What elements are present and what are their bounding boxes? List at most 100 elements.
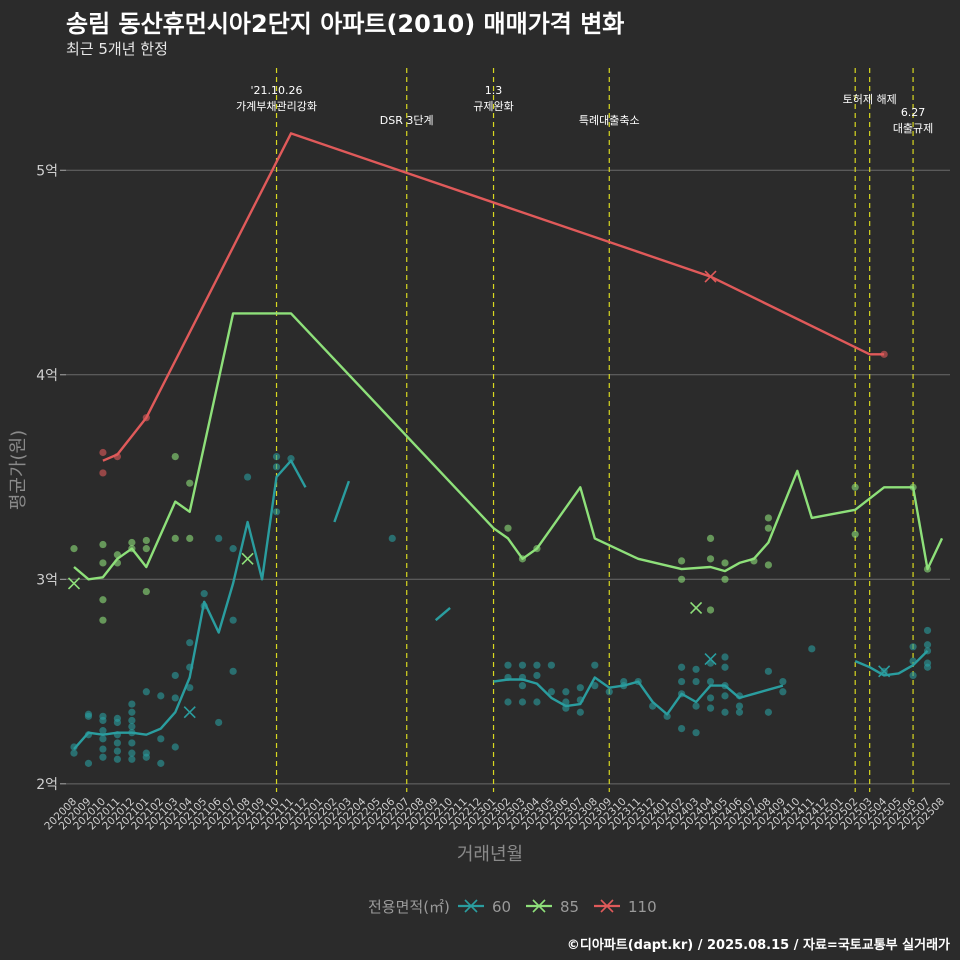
point-60-14 <box>113 739 121 747</box>
point-60-82 <box>692 702 700 710</box>
line-60-2 <box>434 606 451 622</box>
point-60-71 <box>605 688 613 696</box>
series-110 <box>99 132 888 477</box>
point-60-7 <box>99 745 107 753</box>
point-60-65 <box>562 688 570 696</box>
point-60-37 <box>186 639 194 647</box>
point-60-60 <box>533 661 541 669</box>
point-60-6 <box>99 753 107 761</box>
point-60-5 <box>84 710 93 718</box>
point-60-87 <box>706 677 715 686</box>
point-60-105 <box>909 643 917 651</box>
point-60-58 <box>533 698 541 706</box>
point-110-1 <box>99 448 107 457</box>
point-60-32 <box>171 743 179 751</box>
point-60-93 <box>721 653 729 661</box>
point-60-33 <box>171 694 179 702</box>
point-85-4 <box>99 540 107 549</box>
point-60-11 <box>99 712 107 720</box>
line-110-0 <box>102 132 885 462</box>
point-85-13 <box>171 452 179 461</box>
point-60-97 <box>764 708 773 716</box>
point-60-53 <box>504 661 512 669</box>
point-60-100 <box>779 677 787 686</box>
point-85-11 <box>142 536 150 545</box>
point-60-107 <box>923 659 932 667</box>
point-60-83 <box>692 677 700 686</box>
point-60-94 <box>735 708 744 716</box>
point-60-85 <box>706 704 715 712</box>
point-60-18 <box>128 755 136 763</box>
y-axis-ticks: 2억 3억 4억 5억 <box>36 163 66 793</box>
cross-110-0 <box>704 270 717 283</box>
annotation-2-line-1: 규제완화 <box>473 100 513 113</box>
legend-cross-110 <box>600 899 614 913</box>
point-85-31 <box>851 483 859 491</box>
point-60-62 <box>547 661 556 669</box>
point-60-31 <box>157 692 165 700</box>
y-tick-label-3: 5억 <box>36 163 58 179</box>
point-85-28 <box>764 524 773 532</box>
point-60-50 <box>388 534 396 542</box>
plot-area <box>67 132 944 767</box>
point-60-30 <box>157 735 165 743</box>
point-60-103 <box>909 671 917 680</box>
y-tick-label-0: 2억 <box>36 777 58 793</box>
legend-cross-60 <box>464 899 478 913</box>
point-85-15 <box>186 479 194 487</box>
point-85-24 <box>721 575 729 583</box>
annotation-6-line-0: 6.27 <box>901 106 926 119</box>
point-85-22 <box>706 555 715 563</box>
point-60-54 <box>518 698 527 706</box>
legend-title: 전용면적(㎡) <box>368 898 450 916</box>
x-axis-title: 거래년월 <box>457 844 523 865</box>
annotation-5-line-0: 토허제 해제 <box>843 92 897 106</box>
legend-cross-85 <box>532 899 546 913</box>
point-60-20 <box>128 739 136 747</box>
legend-label-60: 60 <box>492 898 511 916</box>
point-60-35 <box>186 684 194 692</box>
y-tick-label-1: 3억 <box>36 572 58 588</box>
point-60-29 <box>157 759 165 767</box>
point-110-4 <box>880 350 888 358</box>
line-85-0 <box>73 312 944 581</box>
point-60-47 <box>272 463 281 471</box>
point-60-28 <box>142 688 150 696</box>
point-85-20 <box>678 557 686 565</box>
annotation-0-line-1: 가계부채관리강화 <box>236 100 317 113</box>
point-60-19 <box>128 749 136 757</box>
line-60-0 <box>73 459 307 750</box>
annotation-6-line-1: 대출규제 <box>893 122 933 135</box>
point-85-2 <box>99 596 107 604</box>
chart-subtitle: 최근 5개년 한정 <box>66 40 168 58</box>
point-60-13 <box>113 747 121 755</box>
point-60-41 <box>215 534 223 542</box>
legend-label-85: 85 <box>560 898 579 916</box>
x-axis-ticks: 2020082020092020102020112020122021012021… <box>42 795 947 832</box>
point-60-24 <box>128 708 136 716</box>
point-60-61 <box>547 688 556 696</box>
point-60-49 <box>287 455 295 463</box>
line-60-3 <box>493 676 784 716</box>
point-60-23 <box>128 716 136 725</box>
point-60-99 <box>779 688 787 696</box>
series-60 <box>70 452 932 767</box>
point-60-2 <box>84 759 93 767</box>
cross-85-1 <box>241 552 254 565</box>
point-60-57 <box>518 661 527 669</box>
point-60-59 <box>533 671 541 680</box>
point-60-22 <box>128 722 136 731</box>
point-85-10 <box>142 545 150 553</box>
annotation-0-line-0: '21.10.26 <box>251 84 303 97</box>
point-85-30 <box>851 530 859 538</box>
chart-title: 송림 동산휴먼시아2단지 아파트(2010) 매매가격 변화 <box>66 10 625 38</box>
legend-label-110: 110 <box>628 898 657 916</box>
y-axis-title: 평균가(원) <box>8 430 29 510</box>
point-60-55 <box>518 682 527 690</box>
point-60-9 <box>99 727 107 735</box>
point-85-12 <box>171 534 179 542</box>
point-60-43 <box>229 616 237 624</box>
point-60-76 <box>663 712 671 720</box>
